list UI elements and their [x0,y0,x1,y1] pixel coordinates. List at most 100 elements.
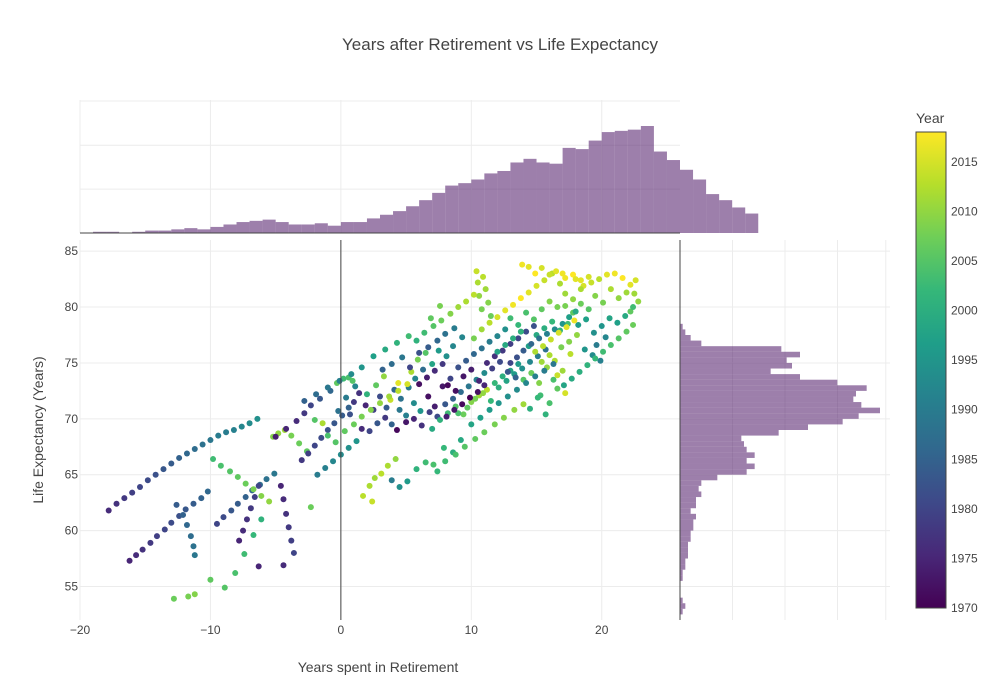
scatter-point [358,364,365,371]
scatter-point [412,375,419,382]
scatter-point [280,562,287,569]
y-axis-title: Life Expectancy (Years) [30,356,46,503]
scatter-point [499,347,506,354]
scatter-point [502,326,509,333]
scatter-point [500,414,507,421]
right-hist-bar [680,491,702,498]
scatter-point [437,302,443,309]
top-hist-bar [640,126,654,233]
scatter-point [461,443,468,450]
top-hist-bar [614,130,628,233]
scatter-point [437,416,443,423]
top-hist-bar [549,163,563,233]
scatter-point [571,317,578,324]
right-hist-bar [680,435,742,442]
scatter-point [570,271,577,278]
scatter-point [573,332,580,338]
scatter-point [324,432,331,439]
scatter-point [487,313,494,319]
scatter-point [525,263,532,270]
top-hist-bar [732,207,746,233]
scatter-point [541,325,548,332]
scatter-point [452,387,459,394]
scatter-point [182,506,189,513]
scatter-point [607,342,614,349]
right-hist-bar [680,424,808,430]
right-hist-bar [680,463,755,470]
x-tick-label: 0 [338,623,345,637]
top-hist-bar [666,160,680,233]
scatter-point [442,401,449,408]
scatter-point [423,374,430,381]
top-hist-bar [575,149,589,233]
right-hist-bar [680,351,800,358]
top-hist-bar [132,231,146,233]
scatter-point [519,261,526,268]
top-hist-bar [158,230,172,233]
scatter-point [538,306,545,313]
scatter-point [324,427,331,433]
scatter-point [486,319,493,326]
right-hist-bar [680,323,683,330]
scatter-point [250,486,257,493]
scatter-point [161,526,168,533]
top-hist-bar [419,200,433,233]
right-hist-bar [680,558,686,565]
top-hist-bar [93,231,107,233]
scatter-point [144,477,151,484]
right-hist-bar [680,407,880,414]
scatter-point [572,276,579,283]
scatter-point [404,478,411,485]
scatter-point [190,500,197,507]
colorbar-tick-label: 2005 [951,254,978,268]
scatter-point [460,373,467,380]
scatter-point [215,432,222,439]
scatter-point [480,390,487,397]
right-hist-bar [680,480,702,486]
scatter-point [555,329,562,336]
colorbar [915,131,947,609]
scatter-point [606,315,613,322]
right-hist-bar [680,368,771,375]
scatter-point [470,335,477,342]
right-hist-bar [680,385,867,391]
scatter-point [597,357,604,364]
scatter-point [288,432,295,439]
scatter-point [530,316,537,323]
scatter-point [422,349,429,356]
scatter-point [396,484,403,490]
scatter-point [258,516,265,523]
top-hist-bar [223,224,237,233]
scatter-point [207,576,214,583]
scatter-point [126,557,133,564]
scatter-point [577,286,584,293]
top-hist-bar [145,230,159,233]
right-hist-bar [680,357,787,363]
scatter-point [538,264,545,271]
scatter-point [536,335,543,342]
scatter-point [630,304,637,311]
scatter-point [350,399,357,406]
y-tick-label: 55 [65,579,79,593]
scatter-point [553,268,560,275]
chart-title: Years after Retirement vs Life Expectanc… [342,35,658,54]
scatter-point [352,383,359,390]
scatter-point [403,412,410,419]
top-hist-bar [171,229,185,233]
y-tick-label: 65 [65,468,79,482]
right-hist-bar [680,362,792,369]
right-hist-bar [680,413,859,419]
scatter-point [455,364,462,371]
scatter-point [603,271,610,278]
scatter-point [619,275,626,281]
scatter-point [395,380,402,387]
scatter-point [623,328,630,335]
scatter-point [137,484,143,490]
scatter-point [584,362,591,369]
scatter-point [377,400,383,407]
scatter-point [510,301,517,308]
x-tick-label: −20 [70,623,91,637]
colorbar-tick-label: 1985 [951,452,978,466]
scatter-point [258,492,265,499]
